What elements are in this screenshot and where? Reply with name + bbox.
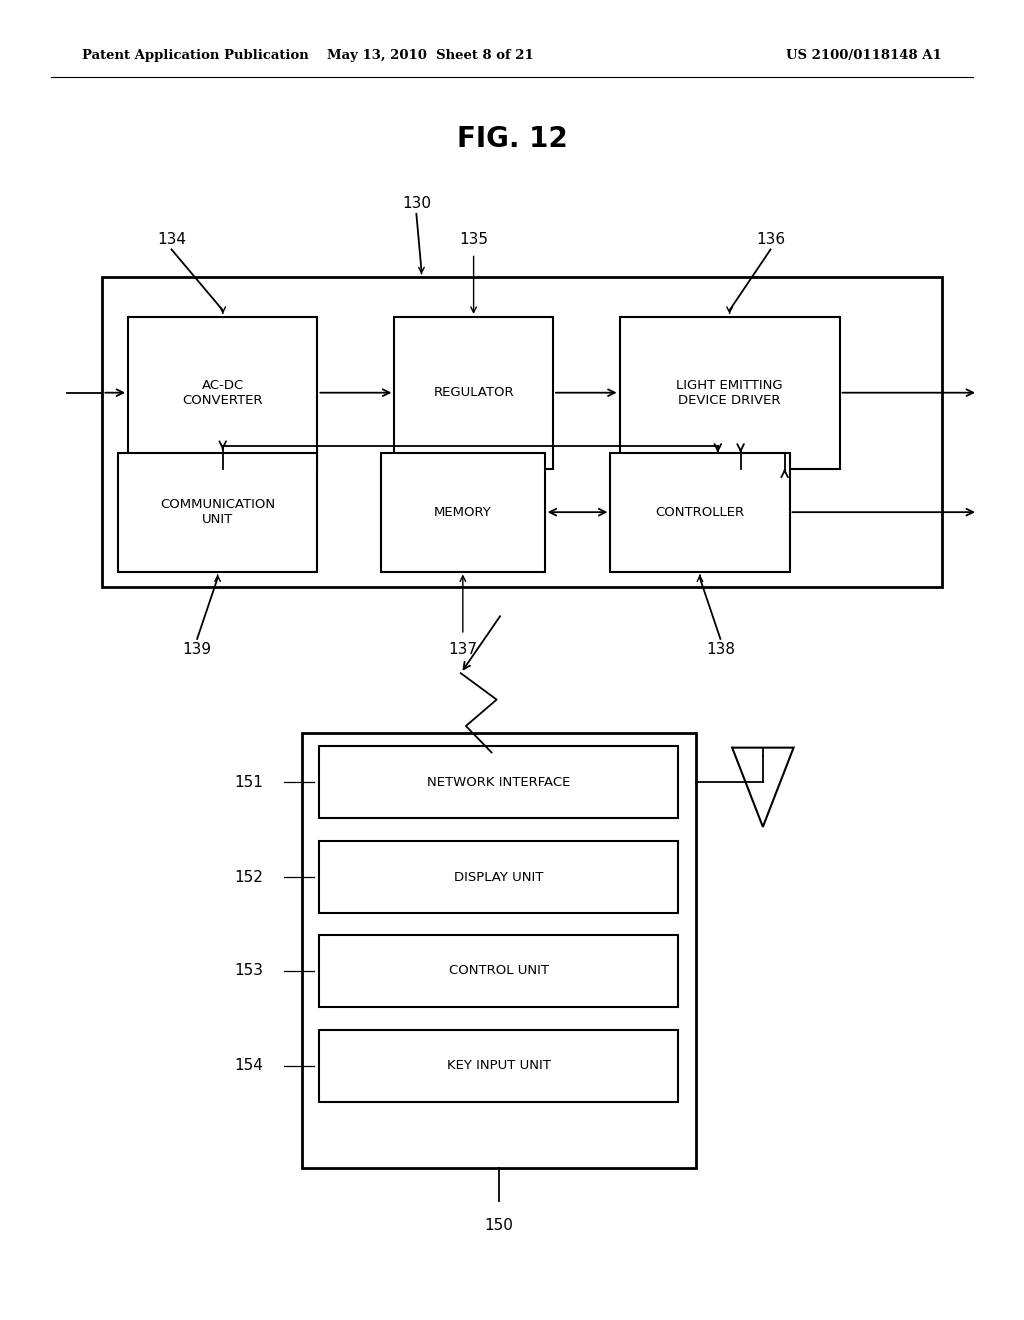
Bar: [319, 935, 678, 1007]
Bar: [381, 453, 545, 572]
Text: 151: 151: [234, 775, 263, 789]
Text: FIG. 12: FIG. 12: [457, 124, 567, 153]
Text: US 2100/0118148 A1: US 2100/0118148 A1: [786, 49, 942, 62]
Text: KEY INPUT UNIT: KEY INPUT UNIT: [446, 1060, 551, 1072]
Text: LIGHT EMITTING
DEVICE DRIVER: LIGHT EMITTING DEVICE DRIVER: [676, 379, 783, 407]
Bar: [118, 453, 317, 572]
Text: NETWORK INTERFACE: NETWORK INTERFACE: [427, 776, 570, 788]
Text: 137: 137: [449, 642, 477, 656]
Bar: [394, 317, 553, 469]
Text: 139: 139: [182, 642, 212, 656]
Text: 152: 152: [234, 870, 263, 884]
Text: 150: 150: [484, 1218, 514, 1233]
Text: 154: 154: [234, 1059, 263, 1073]
Text: 130: 130: [401, 197, 431, 211]
Bar: [128, 317, 317, 469]
Text: 134: 134: [157, 232, 186, 247]
Text: 136: 136: [756, 232, 785, 247]
Text: AC-DC
CONVERTER: AC-DC CONVERTER: [182, 379, 263, 407]
Bar: [319, 841, 678, 913]
Text: CONTROL UNIT: CONTROL UNIT: [449, 965, 549, 977]
Text: COMMUNICATION
UNIT: COMMUNICATION UNIT: [160, 498, 275, 527]
Bar: [620, 317, 840, 469]
Bar: [302, 733, 696, 1168]
Bar: [610, 453, 790, 572]
Text: 153: 153: [234, 964, 263, 978]
Text: REGULATOR: REGULATOR: [433, 387, 514, 399]
Text: DISPLAY UNIT: DISPLAY UNIT: [454, 871, 544, 883]
Text: MEMORY: MEMORY: [434, 506, 492, 519]
Text: CONTROLLER: CONTROLLER: [655, 506, 744, 519]
Bar: [319, 746, 678, 818]
Text: Patent Application Publication: Patent Application Publication: [82, 49, 308, 62]
Text: May 13, 2010  Sheet 8 of 21: May 13, 2010 Sheet 8 of 21: [327, 49, 534, 62]
Bar: [319, 1030, 678, 1102]
Bar: [102, 277, 942, 587]
Text: 135: 135: [459, 232, 488, 247]
Text: 138: 138: [706, 642, 735, 656]
